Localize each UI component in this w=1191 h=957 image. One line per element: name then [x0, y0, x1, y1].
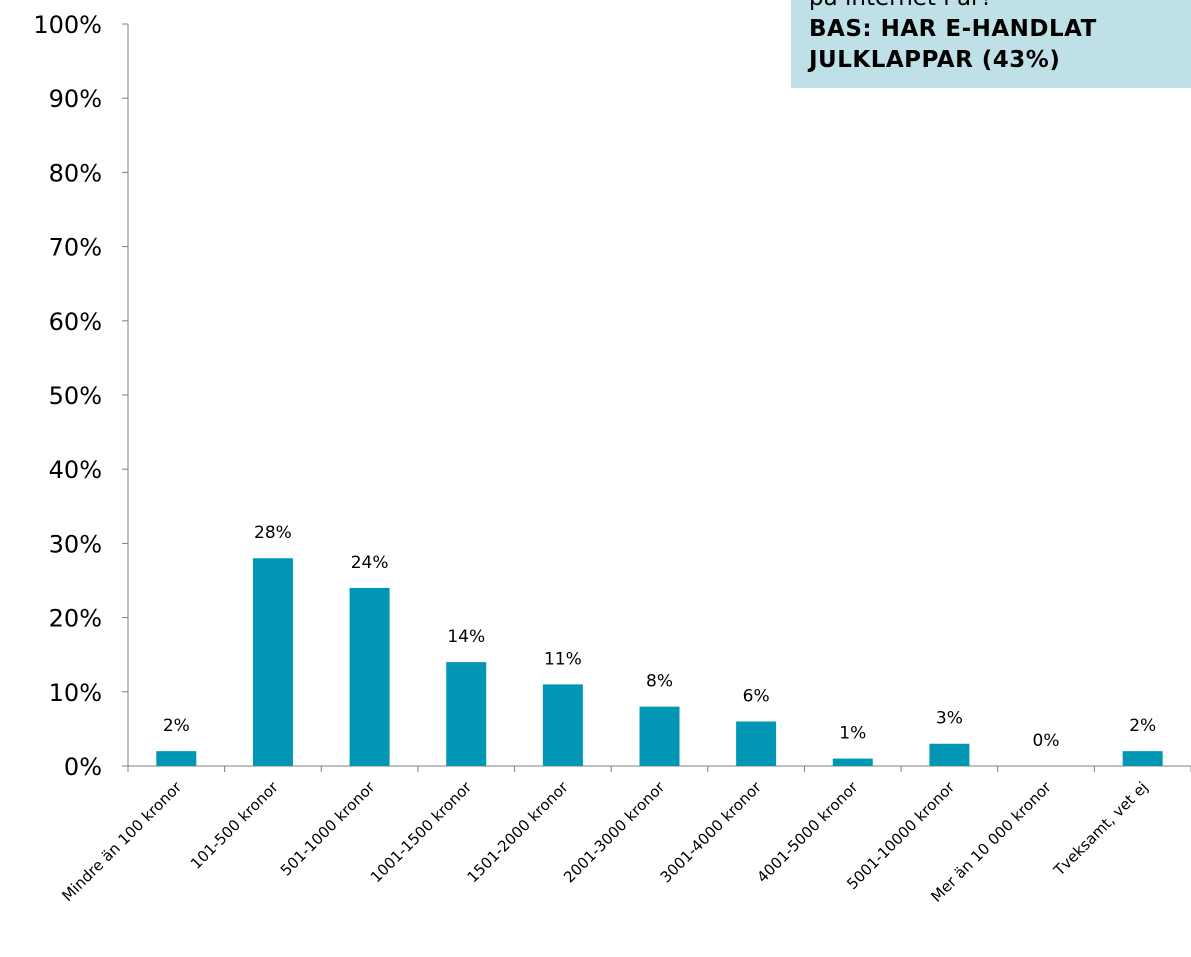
category-label: 501-1000 kronor — [277, 778, 379, 880]
y-tick-label: 20% — [49, 605, 102, 633]
category-label: 5001-10000 kronor — [843, 778, 959, 894]
data-label: 2% — [163, 716, 190, 736]
bar — [446, 662, 487, 766]
y-tick-label: 90% — [49, 85, 102, 113]
category-label: 1001-1500 kronor — [367, 778, 476, 887]
bar — [349, 587, 390, 766]
y-tick-label: 0% — [64, 753, 102, 781]
data-label: 3% — [936, 709, 963, 729]
y-tick-label: 60% — [49, 308, 102, 336]
bar — [929, 743, 970, 766]
data-label: 24% — [351, 553, 389, 573]
y-tick-label: 30% — [49, 530, 102, 558]
bar — [542, 684, 583, 766]
y-tick-label: 100% — [33, 11, 102, 39]
bar — [252, 558, 293, 766]
bar — [156, 751, 197, 766]
y-tick-label: 10% — [49, 679, 102, 707]
title-box: på internet i år? BAS: HAR E-HANDLAT JUL… — [791, 0, 1191, 88]
bar — [832, 758, 873, 766]
data-label: 2% — [1129, 716, 1156, 736]
title-line-base-share: JULKLAPPAR (43%) — [809, 47, 1061, 73]
category-label: 4001-5000 kronor — [753, 778, 862, 887]
data-label: 28% — [254, 523, 292, 543]
category-label: 3001-4000 kronor — [657, 778, 766, 887]
bar — [1122, 751, 1163, 766]
y-tick-label: 40% — [49, 456, 102, 484]
data-label: 1% — [839, 724, 866, 744]
category-label: Tveksamt, vet ej — [1050, 778, 1152, 880]
category-label: 1501-2000 kronor — [463, 778, 572, 887]
y-tick-label: 80% — [49, 159, 102, 187]
bar — [736, 721, 777, 766]
category-label: Mindre än 100 kronor — [58, 778, 185, 905]
data-label: 6% — [743, 686, 770, 706]
data-label: 0% — [1033, 731, 1060, 751]
data-label: 11% — [544, 649, 582, 669]
category-label: 2001-3000 kronor — [560, 778, 669, 887]
data-label: 14% — [447, 627, 485, 647]
title-line-question: på internet i år? — [809, 0, 993, 12]
y-tick-label: 70% — [49, 234, 102, 262]
bar — [639, 706, 680, 766]
data-label: 8% — [646, 672, 673, 692]
y-tick-label: 50% — [49, 382, 102, 410]
category-label: 101-500 kronor — [187, 778, 282, 873]
title-line-base: BAS: HAR E-HANDLAT — [809, 16, 1097, 42]
